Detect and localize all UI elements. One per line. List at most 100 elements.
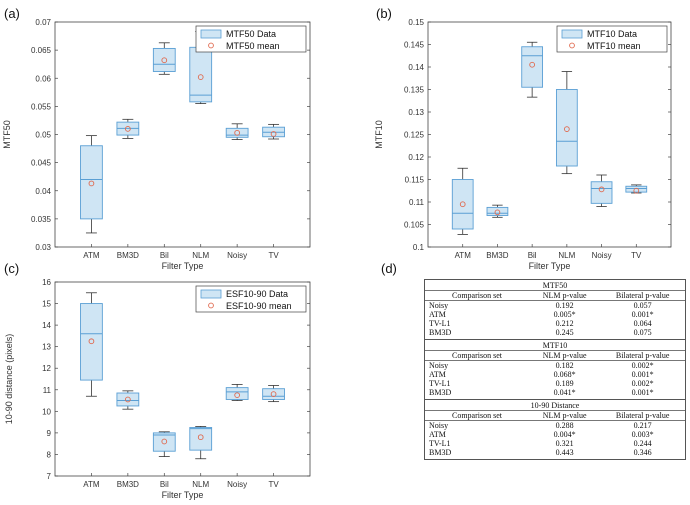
x-tick-label: Noisy [227, 480, 247, 489]
x-tick-label: TV [268, 480, 279, 489]
y-tick-label: 0.125 [404, 131, 425, 140]
y-tick-label: 15 [42, 300, 51, 309]
mean-marker [494, 209, 501, 216]
table-cell: Noisy [429, 361, 449, 370]
table-cell: 0.002* [631, 379, 654, 388]
y-axis-label: MTF50 [2, 120, 12, 149]
y-tick-label: 0.07 [35, 18, 51, 27]
legend-label-mean: MTF10 mean [587, 41, 641, 51]
legend-swatch-mean [569, 42, 575, 49]
table-cell: 0.288 [555, 421, 574, 430]
table-cell: TV-L1 [429, 379, 451, 388]
mean-marker [125, 396, 131, 403]
axes-frame [54, 281, 311, 477]
x-tick-label: TV [268, 251, 279, 260]
table-cell: 0.001* [631, 388, 654, 397]
mean-marker [270, 391, 277, 397]
x-tick-label: Bil [528, 251, 537, 260]
y-tick-label: 10 [42, 407, 51, 416]
box-body [590, 181, 613, 204]
y-tick-label: 0.035 [31, 215, 52, 224]
table-section-title: 10-90 Distance [425, 400, 685, 411]
legend-label-mean: MTF50 mean [226, 41, 280, 51]
y-tick-label: 0.13 [408, 108, 424, 117]
table-cell: 0.001* [631, 310, 654, 319]
y-tick-label: 0.145 [404, 41, 425, 50]
x-tick-label: Noisy [592, 251, 612, 260]
table-section-title: MTF50 [425, 280, 685, 291]
box-body [116, 392, 140, 407]
table-header-cell: NLM p-value [529, 410, 601, 421]
table-cell: Noisy [429, 301, 449, 310]
table-cell: 0.003* [631, 430, 654, 439]
table-cell: 0.217 [633, 421, 652, 430]
mean-marker [633, 187, 640, 194]
table-cell: 0.064 [633, 319, 652, 328]
mean-marker [234, 392, 240, 399]
box-body [152, 432, 176, 452]
table-cell: ATM [429, 430, 446, 439]
y-tick-label: 0.14 [408, 63, 424, 72]
box-bil [521, 41, 544, 98]
box-body [451, 179, 474, 230]
y-tick-label: 0.12 [408, 153, 424, 162]
x-tick-label: BM3D [486, 251, 508, 260]
box-body [625, 185, 648, 193]
table-cell: 0.321 [555, 439, 574, 448]
x-tick-label: BM3D [117, 480, 139, 489]
mean-marker [270, 131, 277, 137]
y-tick-label: 0.105 [404, 221, 425, 230]
y-axis-label: 10-90 distance (pixels) [4, 334, 14, 425]
y-tick-label: 12 [42, 364, 51, 373]
table-header-cell: NLM p-value [529, 290, 601, 301]
chart-panel-1: (a) 0.03 0.035 0.04 0.045 0.05 0.055 0.06 0.065 0… [2, 6, 311, 271]
x-axis-label: Filter Type [162, 261, 204, 271]
x-tick-label: NLM [558, 251, 575, 260]
y-tick-label: 0.065 [31, 46, 52, 55]
table-cell: 0.068* [553, 370, 576, 379]
table-header-cell: Bilateral p-value [600, 350, 685, 361]
x-axis-label: Filter Type [162, 490, 204, 500]
legend-swatch-mean [208, 302, 214, 309]
table-row: ATM 0.004* 0.003* [425, 430, 685, 439]
table-cell: 0.192 [555, 301, 574, 310]
mean-marker [88, 338, 95, 345]
x-tick-label: TV [631, 251, 642, 260]
table-section: MTF10 Comparison set NLM p-value Bilateral … [425, 340, 685, 400]
box-bm3d [116, 390, 140, 410]
pvalue-table: MTF50 Comparison set NLM p-value Bilateral … [424, 279, 686, 460]
legend: ESF10-90 Data ESF10-90 mean [195, 285, 307, 313]
table-header-cell: Bilateral p-value [600, 290, 685, 301]
y-tick-label: 7 [47, 472, 52, 481]
table-cell: 0.004* [553, 430, 576, 439]
y-tick-label: 9 [47, 429, 52, 438]
table-cell: 0.005* [553, 310, 576, 319]
y-tick-label: 0.15 [408, 18, 424, 27]
box-bm3d [486, 204, 509, 218]
box-body [486, 206, 509, 216]
box-noisy [225, 123, 249, 140]
y-tick-label: 0.1 [413, 243, 425, 252]
table-header-cell: Comparison set [425, 410, 529, 421]
box-bm3d [116, 118, 140, 139]
table-row: Noisy 0.192 0.057 [425, 301, 685, 311]
box-tv [262, 385, 285, 403]
table-cell: 0.182 [555, 361, 574, 370]
x-tick-label: ATM [83, 480, 100, 489]
box-noisy [590, 174, 613, 207]
y-tick-label: 0.115 [405, 176, 425, 185]
table-section-title: MTF10 [425, 340, 685, 351]
table-cell: 0.075 [633, 328, 652, 337]
legend-label-data: MTF50 Data [226, 29, 276, 39]
chart-panel-3: (c) 7 8 9 10 11 12 13 14 15 16 ATM BM3D Bil NLM Noisy TV… [4, 261, 311, 500]
box-tv [262, 123, 285, 140]
table-cell: 0.346 [633, 448, 652, 457]
mean-marker [459, 201, 466, 208]
box-body [262, 388, 285, 400]
legend-label-mean: ESF10-90 mean [226, 301, 292, 311]
table-cell: 0.189 [555, 379, 574, 388]
table-row: Noisy 0.182 0.002* [425, 361, 685, 371]
mean-marker [598, 186, 605, 193]
x-tick-label: ATM [83, 251, 100, 260]
